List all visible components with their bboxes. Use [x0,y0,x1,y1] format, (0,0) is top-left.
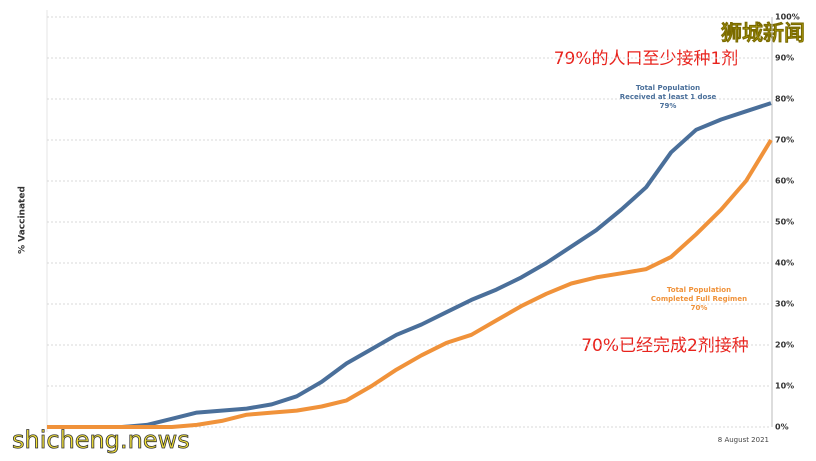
y-tick-label: 40% [775,259,794,268]
line [47,138,773,429]
y-axis-label: % Vaccinated [18,186,28,254]
x-tick-label: 8 August 2021 [718,436,769,444]
annotation: Total Population [636,84,700,92]
annotation: Received at least 1 dose [620,93,717,101]
y-tick-label: 30% [775,300,794,309]
watermark: shicheng.news [12,426,190,454]
annotation: 70% [691,304,708,312]
y-tick-label: 10% [775,382,794,391]
annotation: Total Population [667,286,731,294]
y-tick-label: 0% [775,423,789,432]
y-tick-label: 20% [775,341,794,350]
annotation: Completed Full Regimen [651,295,747,303]
annotation: 79%的人口至少接种1剂 [554,49,739,69]
y-tick-label: 50% [775,218,794,227]
y-tick-label: 100% [775,13,800,22]
y-tick-label: 60% [775,177,794,186]
y-tick-label: 80% [775,95,794,104]
y-tick-label: 70% [775,136,794,145]
y-tick-label: 90% [775,54,794,63]
line [47,101,772,429]
annotation: 70%已经完成2剂接种 [581,336,749,356]
annotation: 79% [660,102,677,110]
watermark: 狮城新闻 [721,21,805,45]
